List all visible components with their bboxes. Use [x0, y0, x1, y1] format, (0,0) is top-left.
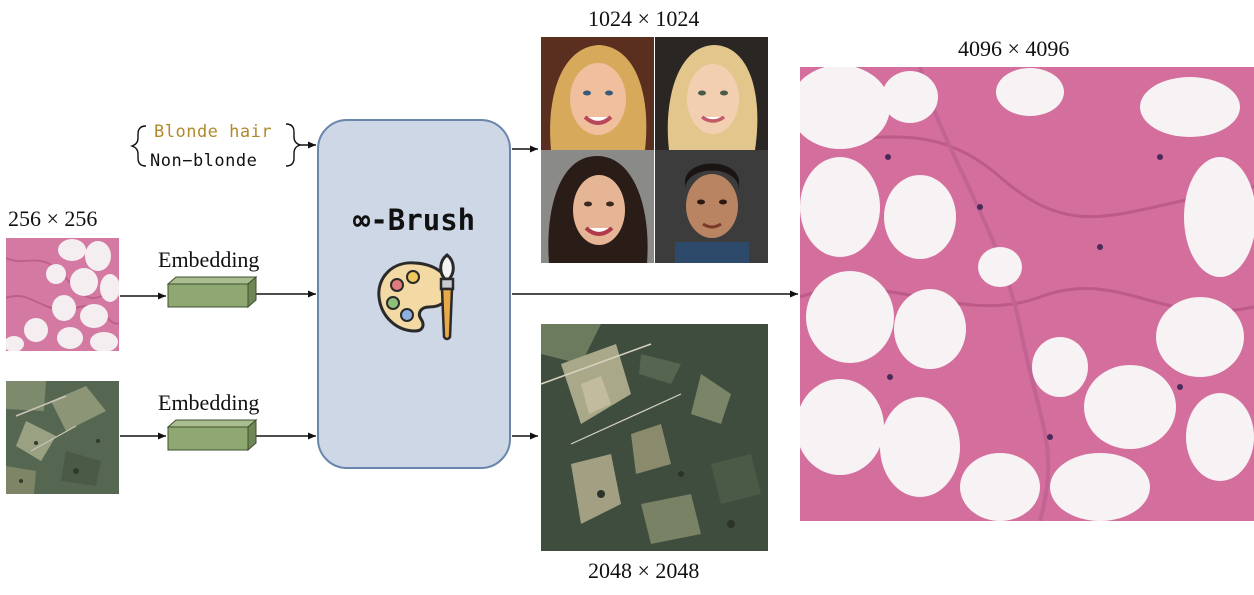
- paintbrush-icon: [439, 253, 455, 341]
- output-satellite-image: [541, 324, 768, 551]
- input-histology-tile: [6, 238, 119, 351]
- face-image-2: [655, 37, 768, 150]
- face-image-4: [655, 150, 768, 263]
- satellite-output-render: [541, 324, 768, 551]
- right-brace: [285, 123, 303, 167]
- model-box: ∞-Brush: [317, 119, 511, 469]
- satellite-size-label: 2048 × 2048: [588, 558, 700, 583]
- face-portrait: [655, 37, 768, 150]
- satellite-thumbnail: [6, 381, 119, 494]
- left-brace: [129, 125, 147, 167]
- embedding-label-bottom: Embedding: [158, 390, 260, 415]
- embedding-block-bottom: [166, 419, 258, 452]
- embedding-label-top: Embedding: [158, 247, 260, 272]
- input-size-label: 256 × 256: [8, 206, 98, 231]
- palette-icon: [377, 261, 451, 333]
- face-portrait: [655, 150, 768, 263]
- histology-size-label: 4096 × 4096: [958, 36, 1070, 61]
- histology-thumbnail: [6, 238, 119, 351]
- face-image-3: [541, 150, 654, 263]
- text-condition-negative: Non−blonde: [150, 151, 258, 171]
- histology-output-render: [800, 67, 1254, 521]
- face-portrait: [541, 37, 654, 150]
- faces-size-label: 1024 × 1024: [588, 6, 700, 31]
- face-image-1: [541, 37, 654, 150]
- output-histology-image: [800, 67, 1254, 521]
- model-title: ∞-Brush: [352, 203, 476, 237]
- text-condition-positive: Blonde hair: [154, 122, 273, 142]
- embedding-block-top: [166, 276, 258, 309]
- input-satellite-tile: [6, 381, 119, 494]
- face-portrait: [541, 150, 654, 263]
